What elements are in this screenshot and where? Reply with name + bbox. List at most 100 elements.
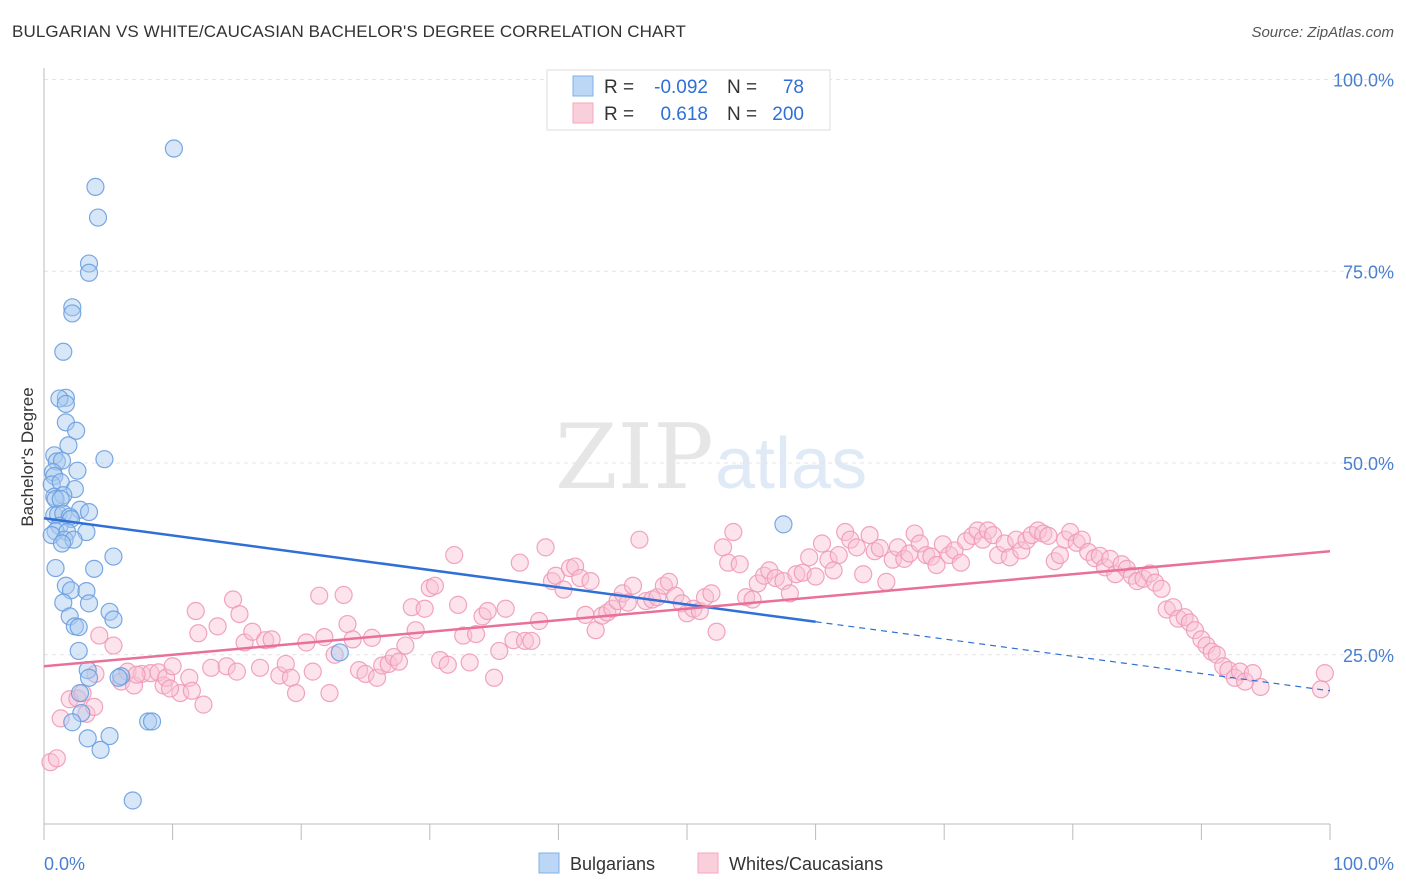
point-whites-caucasians	[905, 524, 924, 543]
point-whites-caucasians	[787, 565, 806, 584]
point-bulgarians	[109, 668, 128, 687]
point-whites-caucasians	[522, 631, 541, 651]
point-whites-caucasians	[171, 683, 190, 703]
point-bulgarians	[68, 461, 87, 480]
y-tick-label: 100.0%	[1333, 71, 1394, 91]
point-whites-caucasians	[478, 601, 497, 621]
x-tick-label-min: 0.0%	[44, 854, 85, 874]
point-whites-caucasians	[951, 553, 971, 572]
point-whites-caucasians	[51, 709, 70, 728]
legend-swatch-bulgarians	[572, 75, 594, 97]
point-bulgarians	[79, 254, 99, 273]
watermark: ZIP atlas	[555, 405, 867, 510]
point-whites-caucasians	[713, 538, 733, 557]
point-whites-caucasians	[286, 683, 306, 703]
point-whites-caucasians	[1122, 566, 1142, 585]
point-whites-caucasians	[536, 538, 555, 557]
point-bulgarians	[85, 559, 104, 578]
point-bulgarians	[54, 342, 73, 361]
point-whites-caucasians	[515, 631, 535, 651]
point-whites-caucasians	[186, 601, 205, 621]
series-whites-caucasians	[41, 521, 1334, 772]
point-bulgarians	[123, 791, 142, 810]
source-credit: Source: ZipAtlas.com	[1251, 24, 1394, 41]
point-whites-caucasians	[1164, 598, 1183, 617]
point-whites-caucasians	[208, 617, 227, 636]
point-whites-caucasians	[1202, 642, 1221, 661]
point-whites-caucasians	[256, 631, 275, 650]
point-bulgarians	[56, 388, 75, 407]
point-whites-caucasians	[356, 664, 375, 684]
legend-bottom-swatch-whites	[697, 852, 719, 874]
legend-bottom-swatch-bulgarians	[538, 852, 560, 874]
point-whites-caucasians	[104, 636, 123, 655]
legend-r-label-whites: R =	[604, 104, 634, 125]
point-whites-caucasians	[623, 576, 643, 595]
chart-title: BULGARIAN VS WHITE/CAUCASIAN BACHELOR'S …	[12, 22, 687, 41]
point-whites-caucasians	[860, 525, 879, 545]
point-whites-caucasians	[1185, 621, 1205, 640]
legend-bottom-label-whites: Whites/Caucasians	[729, 854, 883, 874]
point-bulgarians	[330, 643, 349, 662]
point-whites-caucasians	[496, 599, 515, 618]
point-whites-caucasians	[824, 561, 843, 580]
legend-r-label-bulgarians: R =	[604, 77, 634, 98]
y-axis-label: Bachelor's Degree	[18, 387, 37, 526]
point-bulgarians	[88, 208, 108, 227]
point-whites-caucasians	[743, 590, 762, 609]
point-whites-caucasians	[163, 657, 182, 676]
point-bulgarians	[142, 712, 162, 731]
point-whites-caucasians	[445, 545, 464, 565]
point-bulgarians	[79, 594, 99, 613]
point-whites-caucasians	[182, 681, 201, 700]
point-whites-caucasians	[315, 628, 334, 647]
point-whites-caucasians	[630, 530, 649, 549]
point-whites-caucasians	[127, 665, 146, 684]
point-whites-caucasians	[1050, 545, 1070, 565]
point-whites-caucasians	[566, 557, 585, 576]
point-bulgarians	[63, 304, 82, 323]
y-tick-labels: 25.0% 50.0% 75.0% 100.0%	[1333, 71, 1394, 666]
point-whites-caucasians	[1243, 664, 1262, 683]
point-whites-caucasians	[895, 549, 914, 568]
point-bulgarians	[51, 489, 70, 509]
point-whites-caucasians	[227, 662, 246, 681]
point-bulgarians	[46, 489, 65, 509]
point-whites-caucasians	[707, 622, 726, 641]
trend-lines	[43, 516, 1331, 692]
point-whites-caucasians	[202, 658, 221, 677]
point-whites-caucasians	[460, 653, 479, 672]
point-bulgarians	[104, 547, 123, 566]
point-whites-caucasians	[806, 567, 825, 586]
point-whites-caucasians	[250, 658, 270, 677]
point-whites-caucasians	[995, 534, 1014, 553]
point-whites-caucasians	[310, 586, 329, 605]
point-whites-caucasians	[90, 626, 109, 645]
point-whites-caucasians	[1169, 609, 1188, 628]
point-bulgarians	[69, 641, 88, 661]
point-whites-caucasians	[1152, 579, 1171, 598]
point-whites-caucasians	[406, 621, 425, 640]
point-whites-caucasians	[1175, 608, 1194, 627]
point-whites-caucasians	[854, 565, 873, 584]
point-whites-caucasians	[877, 572, 896, 591]
point-whites-caucasians	[466, 624, 486, 644]
point-whites-caucasians	[262, 630, 281, 649]
point-bulgarians	[65, 479, 84, 499]
point-bulgarians	[79, 502, 99, 522]
point-whites-caucasians	[389, 652, 409, 671]
point-bulgarians	[79, 263, 99, 282]
point-whites-caucasians	[334, 585, 353, 605]
point-bulgarians	[164, 139, 183, 158]
point-whites-caucasians	[160, 679, 180, 698]
point-bulgarians	[78, 729, 97, 748]
trend-line-whites-caucasians	[43, 549, 1331, 668]
point-bulgarians	[104, 610, 123, 629]
point-bulgarians	[774, 515, 793, 534]
point-whites-caucasians	[270, 666, 289, 685]
point-whites-caucasians	[473, 607, 492, 626]
point-whites-caucasians	[510, 553, 529, 572]
point-whites-caucasians	[581, 572, 600, 591]
point-whites-caucasians	[702, 584, 721, 603]
